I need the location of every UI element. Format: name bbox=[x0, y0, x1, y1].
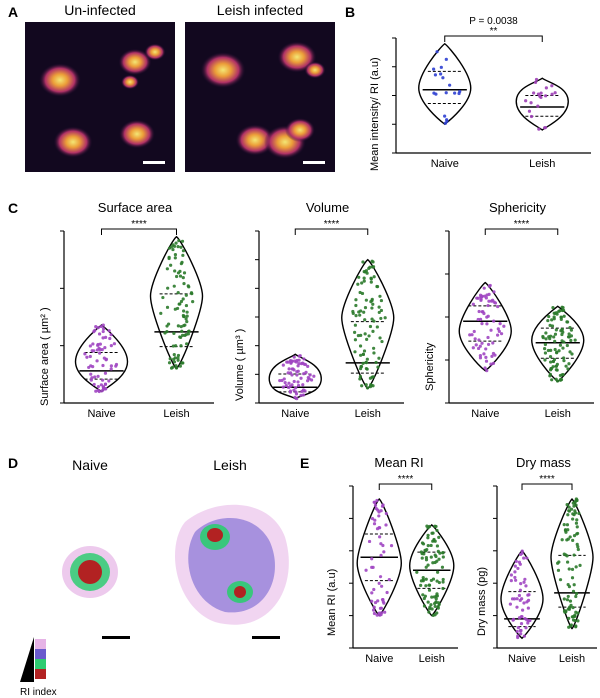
e-ylabel-1: Dry mass (pg) bbox=[476, 506, 488, 636]
panel-d: D Naive Leish RI index bbox=[0, 455, 300, 690]
e-title-1: Dry mass bbox=[487, 455, 600, 470]
svg-text:Naive: Naive bbox=[365, 653, 393, 665]
d-title-0: Naive bbox=[30, 457, 150, 473]
c-title-0: Surface area bbox=[60, 200, 210, 215]
svg-text:Naive: Naive bbox=[471, 408, 499, 420]
panel-e-label: E bbox=[300, 455, 309, 471]
d-title-1: Leish bbox=[160, 457, 300, 473]
panel-a-left-title: Un-infected bbox=[25, 2, 175, 18]
scalebar-d1 bbox=[102, 636, 130, 639]
svg-text:Leish: Leish bbox=[419, 653, 445, 665]
c-chart-1: 020406080100120NaiveLeish**** bbox=[253, 215, 408, 425]
svg-text:Leish: Leish bbox=[529, 158, 555, 170]
scalebar-d2 bbox=[252, 636, 280, 639]
svg-text:****: **** bbox=[131, 219, 147, 230]
c-ylabel-0: Surface area ( µm² ) bbox=[39, 246, 51, 406]
panel-b: B Mean intensity/ RI (a.u) 05101520Naive… bbox=[345, 0, 600, 195]
svg-text:Leish: Leish bbox=[355, 408, 381, 420]
panel-b-chart: 05101520NaiveLeish**P = 0.0038 bbox=[390, 10, 595, 175]
svg-text:****: **** bbox=[539, 474, 555, 485]
scalebar-a2 bbox=[303, 161, 325, 164]
c-chart-0: 050100150NaiveLeish**** bbox=[58, 215, 218, 425]
e-title-0: Mean RI bbox=[343, 455, 455, 470]
holotomo-leish bbox=[160, 477, 300, 647]
panel-a-right-title: Leish infected bbox=[185, 2, 335, 18]
e-chart-1: 012345NaiveLeish**** bbox=[491, 470, 600, 670]
panel-e: E Mean RI Mean RI (a.u) 1.3351.341.3451.… bbox=[300, 455, 600, 690]
c-title-2: Sphericity bbox=[440, 200, 595, 215]
ri-legend: RI index bbox=[20, 637, 34, 682]
panel-c: C Surface area Surface area ( µm² ) 0501… bbox=[0, 200, 600, 445]
svg-text:Naive: Naive bbox=[431, 158, 459, 170]
svg-text:**: ** bbox=[490, 26, 498, 37]
svg-text:Naive: Naive bbox=[87, 408, 115, 420]
panel-d-label: D bbox=[8, 455, 18, 471]
panel-c-label: C bbox=[8, 200, 18, 216]
panel-a-label: A bbox=[8, 4, 18, 20]
svg-text:P = 0.0038: P = 0.0038 bbox=[469, 16, 518, 27]
svg-text:****: **** bbox=[398, 474, 414, 485]
svg-text:****: **** bbox=[324, 219, 340, 230]
panel-a-row: A Un-infected Leish infected bbox=[0, 0, 340, 190]
scalebar-a1 bbox=[143, 161, 165, 164]
c-ylabel-2: Sphericity bbox=[424, 261, 436, 391]
holotomo-naive bbox=[30, 477, 150, 647]
c-chart-2: 0.40.60.811.2NaiveLeish**** bbox=[443, 215, 598, 425]
svg-text:Naive: Naive bbox=[508, 653, 536, 665]
micrograph-leish bbox=[185, 22, 335, 172]
svg-text:Leish: Leish bbox=[163, 408, 189, 420]
svg-text:****: **** bbox=[514, 219, 530, 230]
c-title-1: Volume bbox=[250, 200, 405, 215]
panel-b-ylabel: Mean intensity/ RI (a.u) bbox=[369, 31, 381, 171]
e-ylabel-0: Mean RI (a.u) bbox=[326, 506, 338, 636]
svg-text:Naive: Naive bbox=[281, 408, 309, 420]
svg-text:Leish: Leish bbox=[545, 408, 571, 420]
e-chart-0: 1.3351.341.3451.351.3551.36NaiveLeish***… bbox=[347, 470, 462, 670]
svg-text:Leish: Leish bbox=[559, 653, 585, 665]
c-ylabel-1: Volume ( µm³ ) bbox=[234, 251, 246, 401]
micrograph-uninfected bbox=[25, 22, 175, 172]
panel-b-label: B bbox=[345, 4, 355, 20]
